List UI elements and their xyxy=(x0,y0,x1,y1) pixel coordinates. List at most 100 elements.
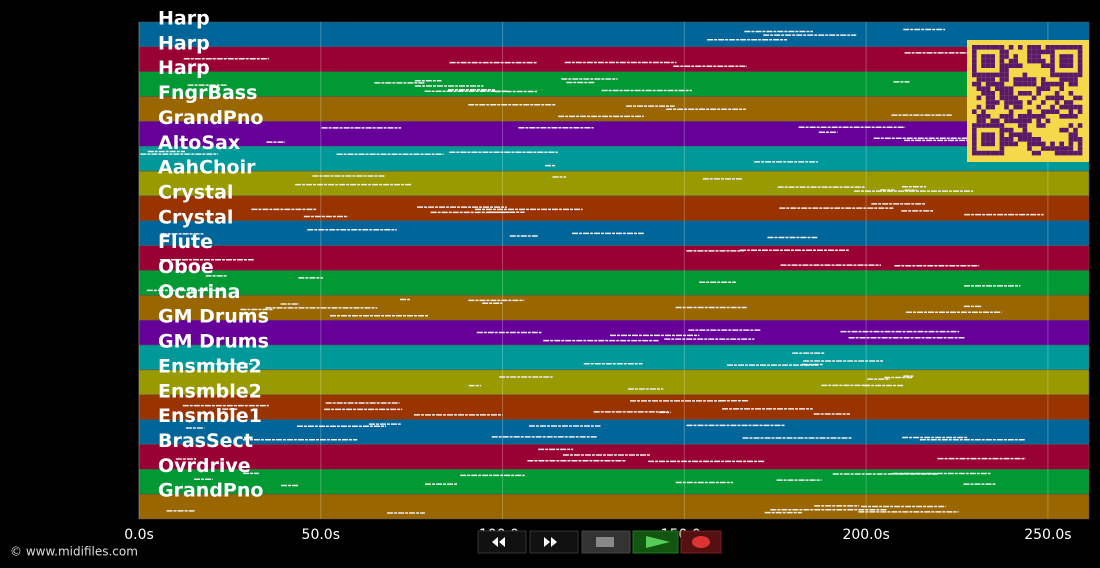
qr-cell xyxy=(981,132,986,137)
qr-cell xyxy=(1073,127,1078,133)
qr-cell xyxy=(1059,72,1064,78)
qr-cell xyxy=(999,150,1005,156)
qr-cell xyxy=(990,58,995,64)
qr-cell xyxy=(981,77,986,82)
qr-cell xyxy=(1031,81,1037,87)
qr-cell xyxy=(1022,123,1028,128)
track-label: AltoSax xyxy=(158,132,240,154)
qr-cell xyxy=(1018,118,1023,124)
qr-cell xyxy=(999,77,1005,82)
qr-cell xyxy=(1068,72,1074,78)
qr-cell xyxy=(985,95,991,101)
qr-cell xyxy=(995,150,1000,156)
qr-cell xyxy=(999,81,1005,87)
qr-cell xyxy=(1004,100,1009,105)
qr-cell xyxy=(1022,132,1028,137)
qr-cell xyxy=(1059,77,1064,82)
qr-cell xyxy=(1068,109,1074,114)
qr-cell xyxy=(1027,141,1032,147)
qr-cell xyxy=(1036,104,1041,110)
qr-cell xyxy=(1050,146,1055,151)
qr-cell xyxy=(1008,118,1014,124)
qr-cell xyxy=(985,77,991,82)
qr-cell xyxy=(1077,109,1083,114)
qr-cell xyxy=(1027,54,1032,59)
qr-cell xyxy=(976,77,982,82)
qr-cell xyxy=(1031,95,1037,101)
qr-cell xyxy=(1077,137,1083,142)
qr-cell xyxy=(1027,77,1032,82)
qr-cell xyxy=(1054,45,1060,50)
track-label: Harp xyxy=(158,57,210,79)
track-band xyxy=(138,444,1090,470)
x-tick-label: 0.0s xyxy=(124,527,154,543)
qr-cell xyxy=(995,45,1000,50)
qr-cell xyxy=(1022,114,1028,119)
qr-cell xyxy=(1064,54,1069,59)
qr-cell xyxy=(1045,118,1051,124)
qr-cell xyxy=(1050,54,1055,59)
qr-cell xyxy=(1004,63,1009,68)
qr-cell xyxy=(1077,49,1083,55)
copyright: © www.midifiles.com xyxy=(10,545,138,559)
qr-cell xyxy=(1031,45,1037,50)
qr-cell xyxy=(1018,63,1023,68)
qr-cell xyxy=(981,72,986,78)
qr-cell xyxy=(1018,104,1023,110)
qr-cell xyxy=(999,49,1005,55)
qr-cell xyxy=(1059,104,1064,110)
qr-cell xyxy=(999,123,1005,128)
rewind-icon xyxy=(492,537,505,547)
qr-cell xyxy=(1041,146,1046,151)
qr-cell xyxy=(1027,118,1032,124)
qr-cell xyxy=(1004,114,1009,119)
qr-cell xyxy=(1008,141,1014,147)
qr-cell xyxy=(1036,54,1041,59)
qr-cell xyxy=(1041,49,1046,55)
track-label: FngrBass xyxy=(158,82,257,104)
qr-cell xyxy=(972,72,977,78)
qr-cell xyxy=(999,68,1005,73)
qr-cell xyxy=(985,54,991,59)
qr-cell xyxy=(985,150,991,156)
qr-cell xyxy=(981,63,986,68)
qr-cell xyxy=(990,95,995,101)
qr-cell xyxy=(1027,81,1032,87)
track-band xyxy=(138,270,1090,296)
qr-cell xyxy=(1008,109,1014,114)
qr-cell xyxy=(1073,104,1078,110)
qr-cell xyxy=(972,54,977,59)
track-band xyxy=(138,146,1090,172)
qr-cell xyxy=(1059,127,1064,133)
qr-cell xyxy=(976,114,982,119)
qr-cell xyxy=(1031,114,1037,119)
qr-cell xyxy=(1059,150,1064,156)
track-label: Flute xyxy=(158,231,213,253)
qr-cell xyxy=(981,109,986,114)
qr-cell xyxy=(1027,58,1032,64)
qr-cell xyxy=(972,45,977,50)
qr-cell xyxy=(1041,141,1046,147)
stop-icon xyxy=(596,537,614,547)
qr-cell xyxy=(1045,86,1051,91)
qr-cell xyxy=(1073,72,1078,78)
qr-cell xyxy=(1045,109,1051,114)
qr-cell xyxy=(1077,68,1083,73)
qr-cell xyxy=(1073,81,1078,87)
qr-cell xyxy=(1059,45,1064,50)
qr-cell xyxy=(1008,45,1014,50)
qr-cell xyxy=(1064,146,1069,151)
qr-cell xyxy=(976,104,982,110)
track-label: Ensmble2 xyxy=(158,355,262,377)
qr-cell xyxy=(1036,150,1041,156)
track-label: Ensmble1 xyxy=(158,405,262,427)
forward-icon xyxy=(544,537,557,547)
track-band xyxy=(138,195,1090,222)
qr-cell xyxy=(981,91,986,96)
qr-cell xyxy=(972,109,977,114)
qr-cell xyxy=(1008,63,1014,68)
qr-cell xyxy=(1004,104,1009,110)
track-label: Oboe xyxy=(158,256,214,278)
qr-cell xyxy=(1077,45,1083,50)
